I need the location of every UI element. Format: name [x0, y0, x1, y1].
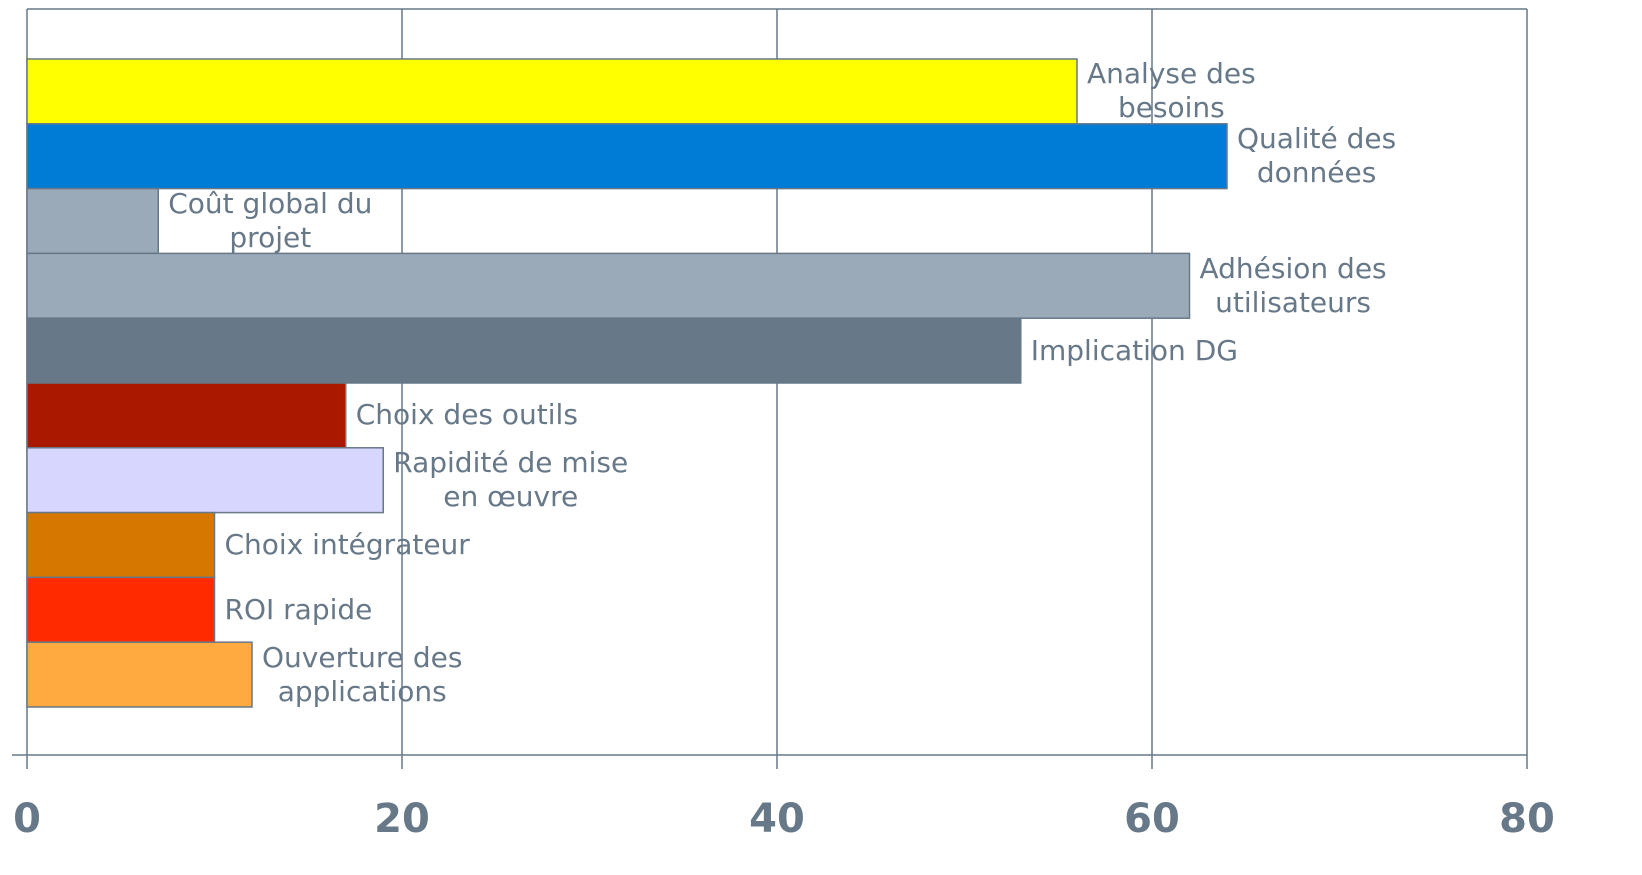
bar-label: Choix des outils [355, 398, 578, 432]
x-tick-label: 60 [1124, 796, 1180, 842]
x-tick-label: 0 [13, 796, 41, 842]
bar [26, 641, 253, 708]
bar [26, 187, 159, 255]
bar-label: Ouverture des applications [262, 640, 463, 708]
bar [26, 447, 384, 514]
bar [26, 252, 1191, 319]
bar-label: ROI rapide [224, 592, 373, 626]
bar [26, 123, 1228, 190]
bar-label: Implication DG [1030, 333, 1238, 367]
bar-label: Choix intégrateur [224, 528, 470, 561]
bar-label: Qualité des données [1237, 122, 1397, 190]
bar-label: Coût global du projet [168, 187, 373, 254]
bar-label: Rapidité de mise en œuvre [393, 446, 629, 514]
bar [26, 576, 216, 643]
bar-label: Analyse des besoins [1087, 57, 1256, 125]
bar [26, 58, 1078, 125]
x-tick-label: 80 [1499, 796, 1555, 842]
bar-label: Adhésion des utilisateurs [1199, 251, 1387, 319]
bar [26, 511, 216, 579]
bar [26, 382, 347, 449]
x-tick-label: 20 [374, 796, 430, 842]
bar [26, 317, 1022, 384]
x-tick-label: 40 [749, 796, 805, 842]
